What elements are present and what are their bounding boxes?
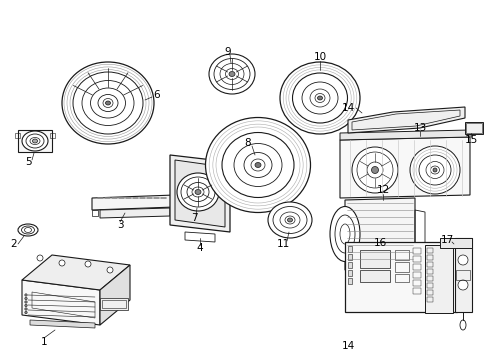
Bar — [360, 270, 390, 282]
Ellipse shape — [18, 224, 38, 236]
Circle shape — [25, 297, 27, 300]
Circle shape — [25, 308, 27, 310]
Bar — [348, 278, 352, 284]
Ellipse shape — [255, 162, 261, 167]
Bar — [413, 248, 421, 254]
Text: 17: 17 — [441, 235, 454, 245]
Ellipse shape — [32, 139, 38, 143]
Text: 5: 5 — [24, 157, 31, 167]
Circle shape — [85, 261, 91, 267]
Ellipse shape — [352, 147, 398, 193]
Polygon shape — [22, 255, 130, 290]
Polygon shape — [30, 320, 95, 328]
Text: 7: 7 — [191, 213, 197, 223]
Bar — [427, 283, 433, 288]
Circle shape — [37, 255, 43, 261]
Polygon shape — [175, 160, 225, 227]
Text: 13: 13 — [414, 123, 427, 133]
Bar — [456, 270, 470, 280]
Polygon shape — [455, 238, 472, 312]
Bar — [413, 272, 421, 278]
Polygon shape — [92, 195, 175, 210]
Ellipse shape — [195, 189, 201, 194]
Text: 3: 3 — [117, 220, 123, 230]
Text: 14: 14 — [342, 103, 355, 113]
Polygon shape — [340, 137, 470, 198]
Bar — [348, 246, 352, 252]
Polygon shape — [100, 265, 130, 325]
Text: 8: 8 — [245, 138, 251, 148]
Ellipse shape — [205, 117, 311, 212]
Circle shape — [25, 301, 27, 303]
Circle shape — [59, 260, 65, 266]
Ellipse shape — [433, 168, 437, 172]
Ellipse shape — [209, 54, 255, 94]
Bar — [348, 254, 352, 260]
Polygon shape — [100, 208, 170, 218]
Bar — [413, 280, 421, 286]
Bar — [427, 276, 433, 281]
Circle shape — [25, 311, 27, 314]
Ellipse shape — [330, 207, 360, 261]
Text: 14: 14 — [342, 341, 355, 351]
Bar — [466, 123, 482, 133]
Bar — [427, 248, 433, 253]
Ellipse shape — [177, 173, 219, 211]
Bar — [100, 298, 128, 310]
Bar — [413, 256, 421, 262]
Bar — [102, 300, 126, 308]
Polygon shape — [345, 198, 415, 270]
Ellipse shape — [229, 72, 235, 77]
Bar — [427, 255, 433, 260]
Circle shape — [458, 255, 468, 265]
Bar — [465, 122, 483, 134]
Circle shape — [25, 304, 27, 307]
Ellipse shape — [62, 62, 154, 144]
Text: 2: 2 — [11, 239, 17, 249]
Ellipse shape — [410, 146, 460, 194]
Bar — [427, 290, 433, 295]
Text: 12: 12 — [376, 185, 390, 195]
Bar — [395, 274, 409, 282]
Bar — [427, 262, 433, 267]
Polygon shape — [440, 238, 472, 248]
Bar — [425, 245, 453, 313]
Bar — [345, 242, 457, 312]
Ellipse shape — [318, 96, 322, 100]
Ellipse shape — [105, 101, 111, 105]
Polygon shape — [18, 130, 52, 152]
Bar — [395, 250, 409, 260]
Polygon shape — [340, 130, 470, 140]
Text: 6: 6 — [154, 90, 160, 100]
Polygon shape — [348, 107, 465, 133]
Text: 10: 10 — [314, 52, 326, 62]
Bar — [413, 288, 421, 294]
Ellipse shape — [371, 166, 378, 174]
Bar — [348, 262, 352, 268]
Bar — [413, 264, 421, 270]
Bar — [427, 297, 433, 302]
Text: 1: 1 — [41, 337, 48, 347]
Bar — [395, 262, 409, 272]
Text: 11: 11 — [276, 239, 290, 249]
Polygon shape — [22, 280, 100, 325]
Ellipse shape — [288, 218, 293, 222]
Text: 15: 15 — [465, 135, 478, 145]
Bar — [348, 270, 352, 276]
Text: 9: 9 — [225, 47, 231, 57]
Ellipse shape — [268, 202, 312, 238]
Ellipse shape — [22, 131, 48, 151]
Bar — [360, 250, 390, 268]
Text: 16: 16 — [373, 238, 387, 248]
Circle shape — [25, 294, 27, 296]
Ellipse shape — [280, 62, 360, 134]
Circle shape — [458, 280, 468, 290]
Polygon shape — [170, 155, 230, 232]
Circle shape — [107, 267, 113, 273]
Text: 4: 4 — [196, 243, 203, 253]
Bar — [427, 269, 433, 274]
